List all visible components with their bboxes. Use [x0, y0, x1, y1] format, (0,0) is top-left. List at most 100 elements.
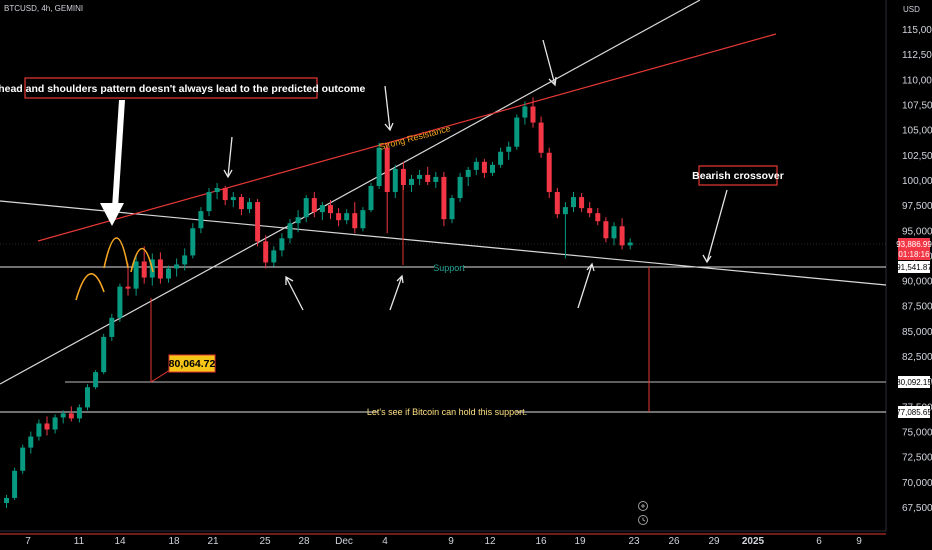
- candle: [579, 197, 585, 209]
- candle: [433, 176, 439, 182]
- candle: [101, 336, 107, 373]
- price-flag-countdown: 01:18:16: [898, 250, 930, 259]
- time-axis[interactable]: 7 11 14 18 21 25 28 Dec 4 9 12 16 19 23 26 29 2025 6 9: [25, 536, 862, 547]
- candle: [409, 178, 414, 185]
- candle: [587, 208, 593, 214]
- time-tick-label: 11: [74, 536, 85, 547]
- ascending-trend-line[interactable]: [0, 0, 701, 385]
- candle: [311, 198, 317, 213]
- time-tick-label: 19: [574, 536, 586, 547]
- price-flag-bg: [898, 238, 930, 260]
- candle: [12, 470, 18, 498]
- price-tag-80064: 80,064.72: [150, 354, 216, 383]
- arrow-top-2: [384, 85, 394, 132]
- candle: [498, 151, 504, 165]
- candle: [52, 417, 58, 430]
- candle: [303, 198, 309, 218]
- candle: [554, 192, 560, 215]
- candle: [368, 185, 374, 211]
- price-tick-label: 102,500.00: [902, 151, 932, 162]
- candle: [4, 497, 9, 503]
- candle: [506, 146, 512, 152]
- price-tick-label: 82,500.00: [902, 352, 932, 363]
- candle: [530, 106, 536, 123]
- candle: [255, 202, 261, 242]
- candle: [28, 436, 34, 448]
- price-axis[interactable]: 67,500.0070,000.0072,500.0075,000.0077,5…: [902, 25, 932, 514]
- candle: [336, 213, 342, 221]
- candle: [157, 259, 163, 279]
- candle: [125, 286, 131, 289]
- price-flag-bg: [898, 261, 930, 273]
- candle: [627, 242, 633, 246]
- candle: [562, 207, 568, 215]
- candle: [117, 286, 123, 318]
- price-flag-label: 93,886.99: [896, 240, 932, 249]
- candle: [384, 147, 390, 193]
- candle: [141, 261, 147, 278]
- candle: [20, 447, 26, 471]
- clock-icon[interactable]: [638, 515, 648, 525]
- candle: [295, 217, 301, 224]
- candle: [538, 122, 544, 153]
- time-tick-label: 25: [259, 536, 271, 547]
- candle: [473, 161, 479, 170]
- plus-icon[interactable]: [638, 501, 648, 511]
- candle: [60, 413, 66, 418]
- candle: [166, 268, 171, 279]
- left-shoulder-arc: [75, 273, 105, 301]
- bearish-crossover-box: Bearish crossover: [692, 165, 784, 186]
- time-tick-label: 4: [382, 536, 388, 547]
- right-shoulder-arc: [130, 247, 154, 273]
- price-tick-label: 85,000.00: [902, 327, 932, 338]
- candle: [230, 197, 236, 201]
- price-flag-label: 91,541.87: [896, 263, 932, 272]
- resistance-line[interactable]: [37, 33, 777, 242]
- time-tick-label: 26: [668, 536, 680, 547]
- candle: [85, 387, 90, 408]
- time-tick-label: 28: [298, 536, 310, 547]
- time-tick-label: 14: [114, 536, 126, 547]
- price-tick-label: 75,000.00: [902, 428, 932, 439]
- hs-note-text: The head and shoulders pattern doesn't a…: [0, 83, 366, 95]
- time-tick-label: 21: [207, 536, 219, 547]
- candle: [400, 168, 406, 185]
- candle: [611, 226, 617, 239]
- time-tick-label: 7: [25, 536, 31, 547]
- candle: [319, 205, 325, 213]
- time-tick-label: 6: [816, 536, 822, 547]
- time-tick-label: 29: [708, 536, 720, 547]
- candle: [465, 169, 471, 177]
- support-label: Support: [433, 263, 465, 273]
- arrow-top-3: [542, 39, 557, 87]
- price-flag-bg: [898, 406, 930, 418]
- arrow-bottom-3: [577, 262, 595, 309]
- price-tag-label: 80,064.72: [169, 358, 216, 370]
- candle: [522, 106, 528, 118]
- arrow-bearish: [702, 189, 728, 264]
- candle: [238, 197, 244, 210]
- candle: [546, 152, 552, 193]
- candle: [222, 187, 228, 201]
- candle: [36, 423, 42, 437]
- hold-support-text: Let's see if Bitcoin can hold this suppo…: [367, 407, 527, 417]
- candle: [182, 255, 188, 265]
- candle: [198, 211, 204, 229]
- price-flag-label: 80,092.15: [896, 378, 932, 387]
- price-tick-label: 100,000.00: [902, 176, 932, 187]
- price-tick-label: 112,500.00: [902, 50, 932, 61]
- candle: [206, 192, 212, 212]
- descending-trend-line[interactable]: [0, 200, 887, 286]
- candle: [271, 250, 277, 263]
- price-tick-label: 97,500.00: [902, 201, 932, 212]
- price-tick-label: 67,500.00: [902, 503, 932, 514]
- price-tick-label: 115,000.00: [902, 25, 932, 36]
- price-flag-bg: [898, 376, 930, 388]
- candle: [441, 176, 447, 220]
- time-tick-label: 9: [856, 536, 862, 547]
- candle: [214, 187, 220, 193]
- arrow-bottom-1: [285, 275, 304, 311]
- time-tick-label: 9: [448, 536, 454, 547]
